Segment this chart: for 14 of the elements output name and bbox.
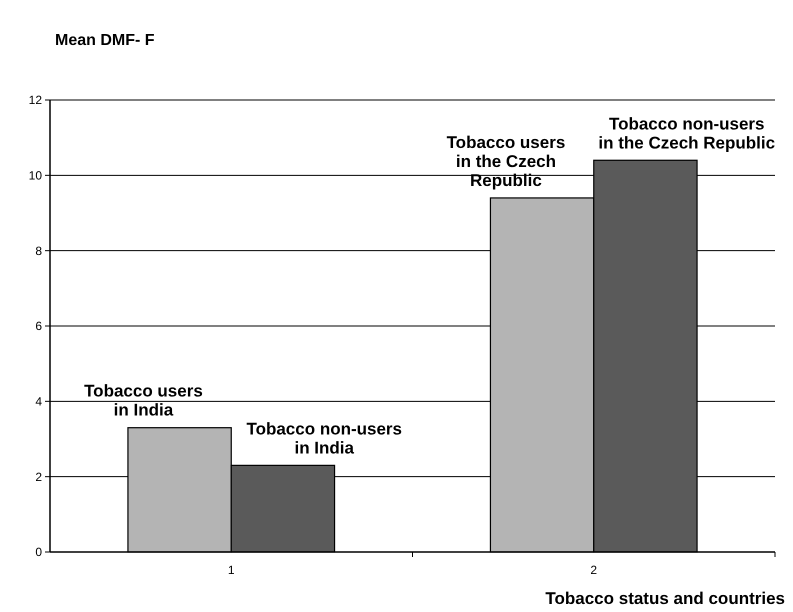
y-axis-title: Mean DMF- F xyxy=(55,32,155,49)
y-tick-label: 6 xyxy=(35,319,42,334)
annotation: Tobacco non-users in India xyxy=(246,419,402,458)
annotation: Tobacco users in India xyxy=(84,382,203,420)
y-tick-label: 2 xyxy=(35,470,42,484)
y-tick-label: 10 xyxy=(28,168,42,183)
annotation: Tobacco users in the Czech Republic xyxy=(446,132,566,190)
y-tick-label: 8 xyxy=(35,244,42,258)
y-tick-label: 12 xyxy=(28,93,42,108)
x-axis-title: Tobacco status and countries xyxy=(545,589,785,608)
annotation: Tobacco non-users in the Czech Republic xyxy=(598,114,776,152)
y-tick-label: 4 xyxy=(35,394,42,409)
y-tick-label: 0 xyxy=(35,545,42,560)
x-tick-label: 1 xyxy=(228,563,235,577)
